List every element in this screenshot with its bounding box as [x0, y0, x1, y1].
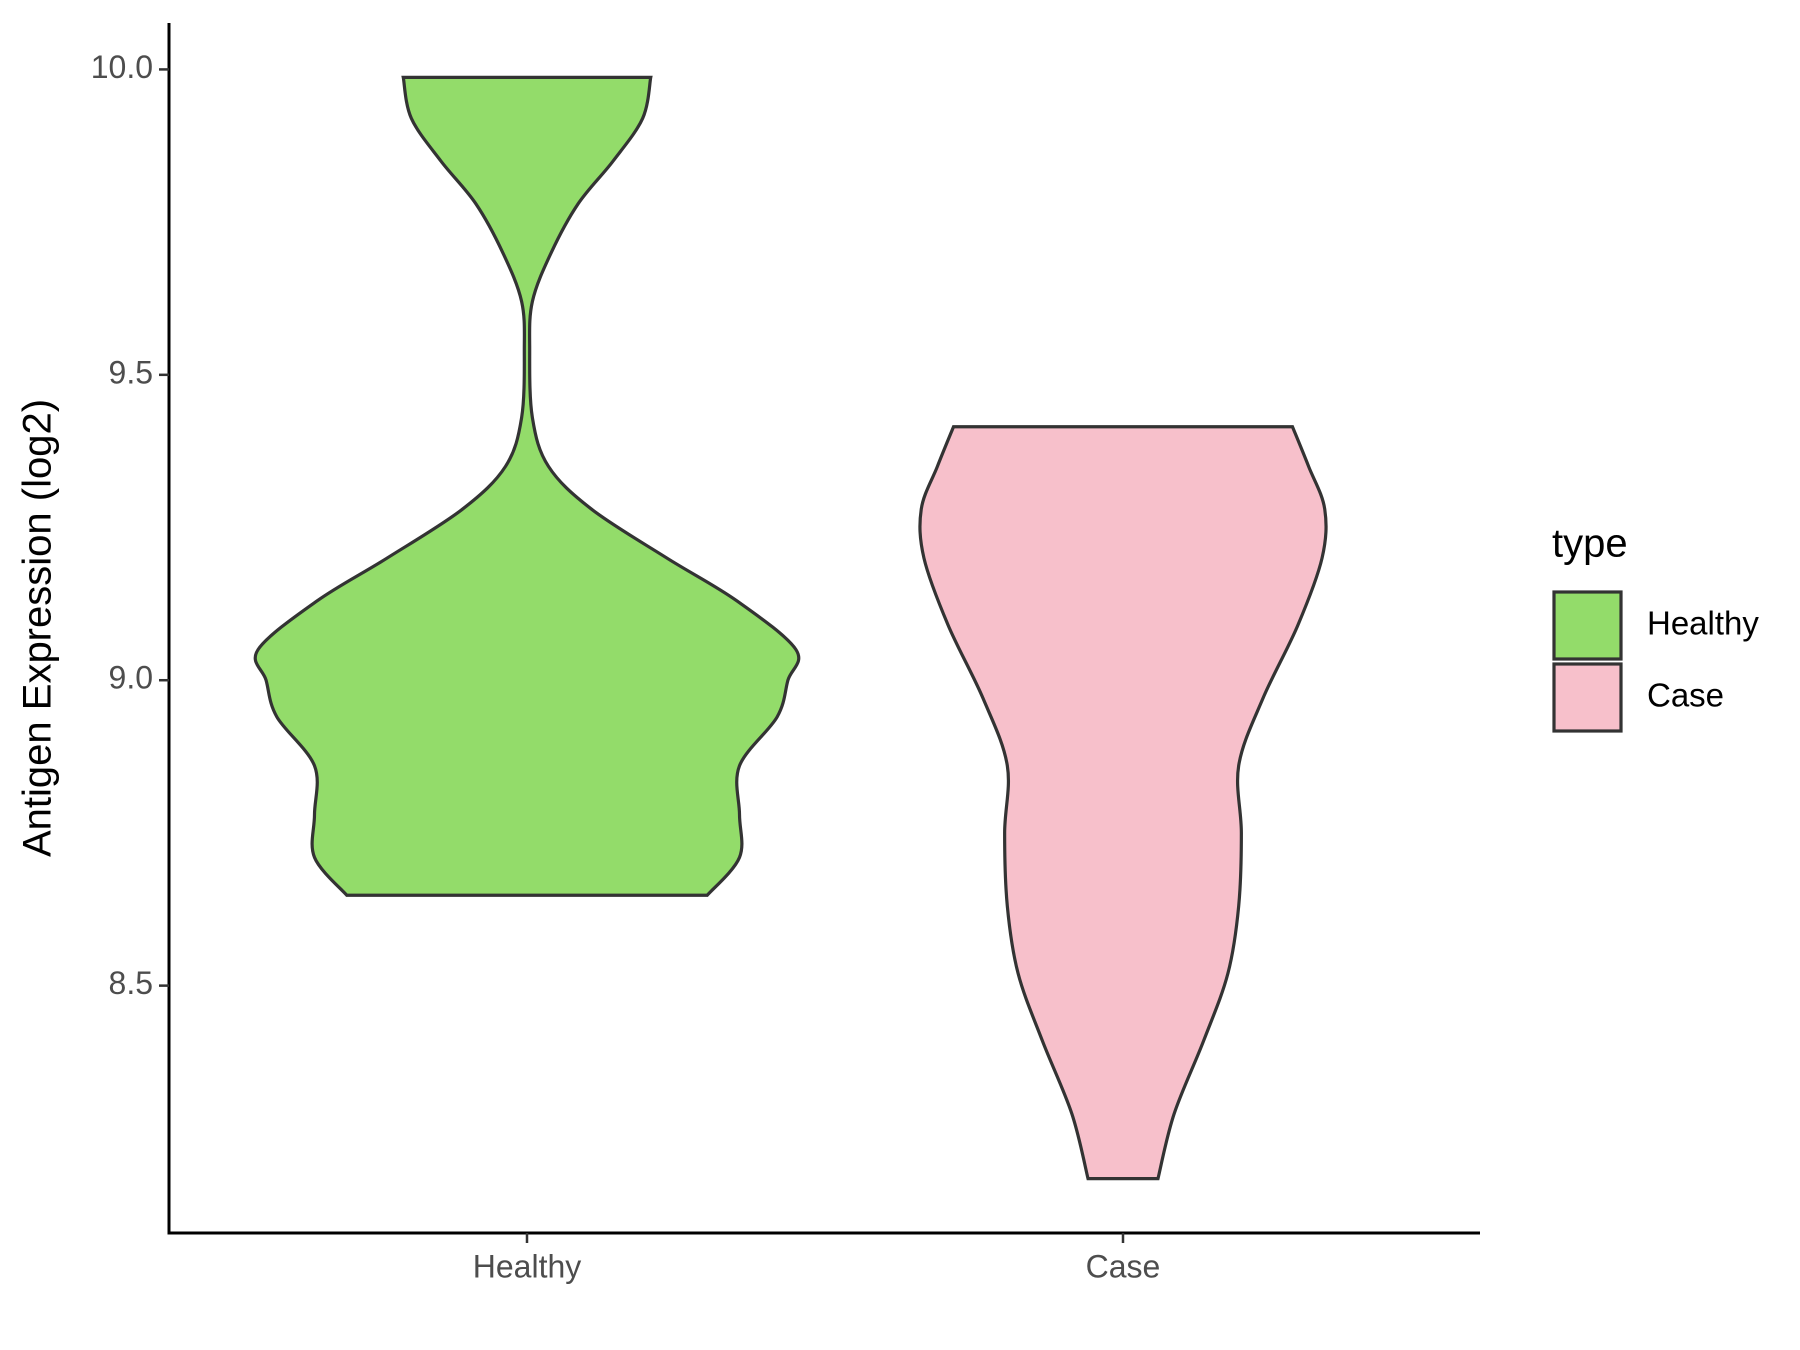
y-tick-label: 10.0	[91, 49, 153, 85]
y-tick-label: 9.5	[109, 354, 153, 390]
legend-key	[1552, 662, 1623, 733]
y-tick-label: 8.5	[109, 965, 153, 1001]
violin	[918, 425, 1328, 1181]
legend-key	[1552, 590, 1623, 661]
y-axis-title: Antigen Expression (log2)	[16, 399, 60, 857]
legend-label: Case	[1647, 677, 1724, 714]
violin	[253, 75, 801, 897]
legend-title: type	[1552, 522, 1628, 566]
x-tick-label: Case	[1086, 1248, 1161, 1284]
x-tick-label: Healthy	[473, 1248, 582, 1284]
legend-label: Healthy	[1647, 605, 1759, 642]
y-tick-label: 9.0	[109, 660, 153, 696]
